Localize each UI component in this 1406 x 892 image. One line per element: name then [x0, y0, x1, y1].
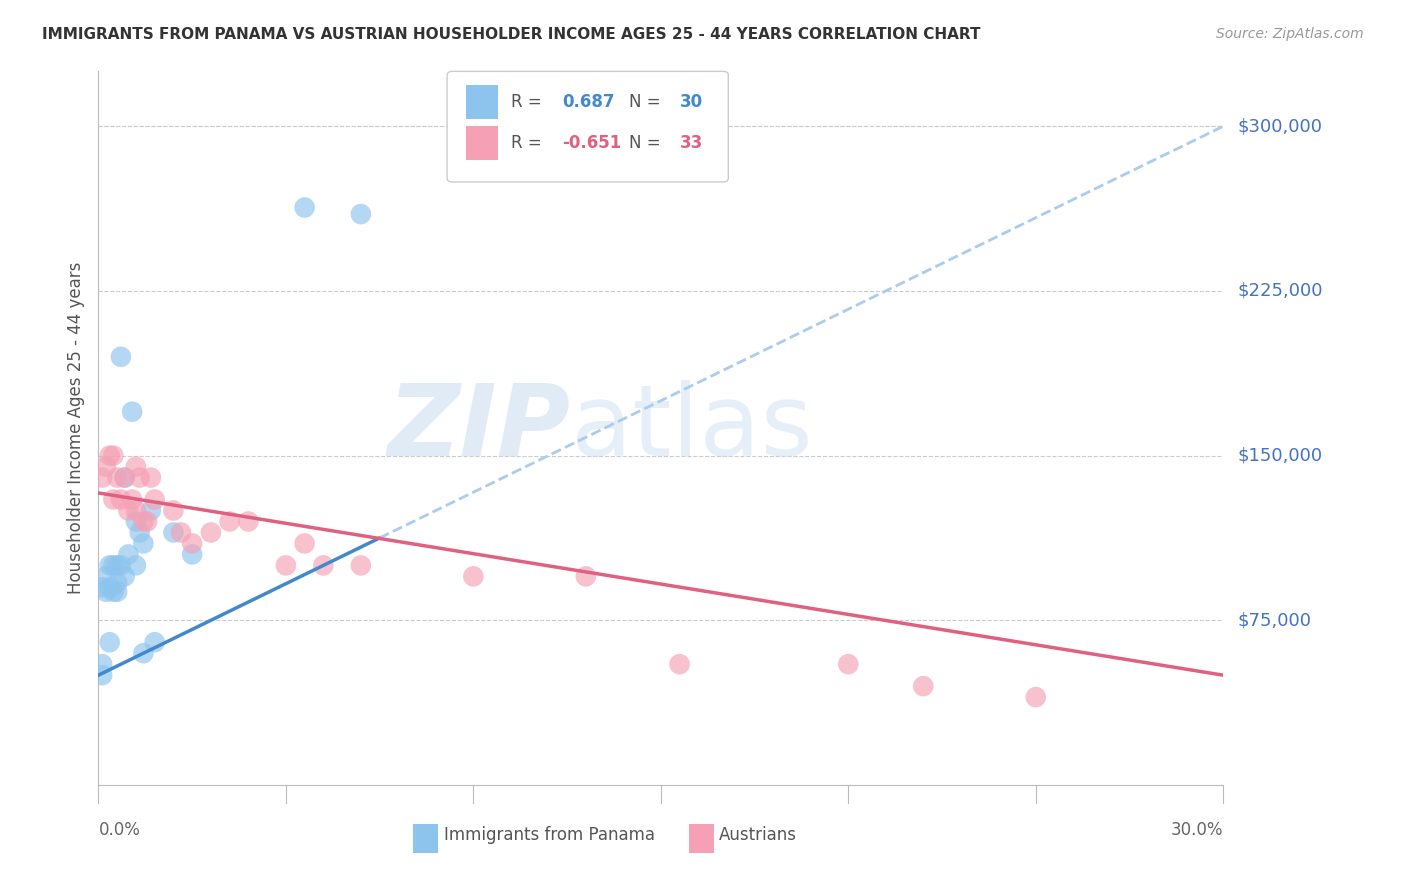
- Point: [1025, 690, 1047, 705]
- Point: [117, 548, 139, 562]
- Text: $300,000: $300,000: [1237, 117, 1322, 136]
- Point: [837, 657, 859, 672]
- Point: [91, 668, 114, 682]
- Text: R =: R =: [512, 93, 547, 111]
- Point: [350, 207, 373, 221]
- Point: [162, 525, 184, 540]
- FancyBboxPatch shape: [413, 824, 439, 853]
- Point: [181, 548, 204, 562]
- Point: [98, 580, 121, 594]
- Point: [98, 449, 121, 463]
- Point: [125, 503, 148, 517]
- Text: IMMIGRANTS FROM PANAMA VS AUSTRIAN HOUSEHOLDER INCOME AGES 25 - 44 YEARS CORRELA: IMMIGRANTS FROM PANAMA VS AUSTRIAN HOUSE…: [42, 27, 980, 42]
- Point: [312, 558, 335, 573]
- Point: [103, 492, 125, 507]
- Point: [294, 536, 316, 550]
- Point: [110, 350, 132, 364]
- Point: [143, 492, 166, 507]
- Y-axis label: Householder Income Ages 25 - 44 years: Householder Income Ages 25 - 44 years: [66, 262, 84, 594]
- Point: [121, 405, 143, 419]
- Text: $150,000: $150,000: [1237, 447, 1322, 465]
- Text: 0.687: 0.687: [562, 93, 614, 111]
- Point: [91, 470, 114, 484]
- Text: atlas: atlas: [571, 380, 813, 476]
- Point: [132, 515, 155, 529]
- Text: $225,000: $225,000: [1237, 282, 1323, 300]
- Point: [132, 536, 155, 550]
- Point: [94, 459, 117, 474]
- Text: 30: 30: [681, 93, 703, 111]
- Point: [350, 558, 373, 573]
- Text: 33: 33: [681, 134, 703, 152]
- Point: [91, 657, 114, 672]
- Text: Source: ZipAtlas.com: Source: ZipAtlas.com: [1216, 27, 1364, 41]
- FancyBboxPatch shape: [447, 71, 728, 182]
- Point: [114, 470, 136, 484]
- Text: Immigrants from Panama: Immigrants from Panama: [444, 826, 655, 844]
- Point: [125, 459, 148, 474]
- Point: [103, 558, 125, 573]
- Point: [110, 492, 132, 507]
- Point: [105, 470, 128, 484]
- Point: [94, 569, 117, 583]
- Point: [105, 576, 128, 591]
- Point: [218, 515, 240, 529]
- Point: [128, 470, 150, 484]
- Point: [181, 536, 204, 550]
- Point: [139, 470, 162, 484]
- Point: [132, 646, 155, 660]
- Point: [98, 635, 121, 649]
- Text: ZIP: ZIP: [388, 380, 571, 476]
- Text: N =: N =: [630, 134, 666, 152]
- Point: [170, 525, 193, 540]
- Text: N =: N =: [630, 93, 666, 111]
- Point: [91, 580, 114, 594]
- Point: [668, 657, 690, 672]
- Point: [162, 503, 184, 517]
- Point: [912, 679, 935, 693]
- Point: [294, 201, 316, 215]
- Point: [463, 569, 485, 583]
- Point: [575, 569, 598, 583]
- Point: [110, 558, 132, 573]
- FancyBboxPatch shape: [467, 126, 498, 160]
- Point: [125, 558, 148, 573]
- Point: [125, 515, 148, 529]
- Point: [105, 584, 128, 599]
- FancyBboxPatch shape: [467, 85, 498, 120]
- Text: $75,000: $75,000: [1237, 611, 1312, 629]
- Point: [143, 635, 166, 649]
- Point: [200, 525, 222, 540]
- Point: [136, 515, 159, 529]
- Point: [128, 525, 150, 540]
- Point: [94, 584, 117, 599]
- Point: [238, 515, 260, 529]
- Point: [105, 558, 128, 573]
- Text: -0.651: -0.651: [562, 134, 621, 152]
- Point: [103, 584, 125, 599]
- Text: R =: R =: [512, 134, 547, 152]
- Point: [114, 569, 136, 583]
- Point: [121, 492, 143, 507]
- FancyBboxPatch shape: [689, 824, 714, 853]
- Point: [114, 470, 136, 484]
- Point: [103, 449, 125, 463]
- Point: [139, 503, 162, 517]
- Text: 0.0%: 0.0%: [98, 821, 141, 838]
- Point: [98, 558, 121, 573]
- Text: 30.0%: 30.0%: [1171, 821, 1223, 838]
- Point: [117, 503, 139, 517]
- Text: Austrians: Austrians: [720, 826, 797, 844]
- Point: [274, 558, 297, 573]
